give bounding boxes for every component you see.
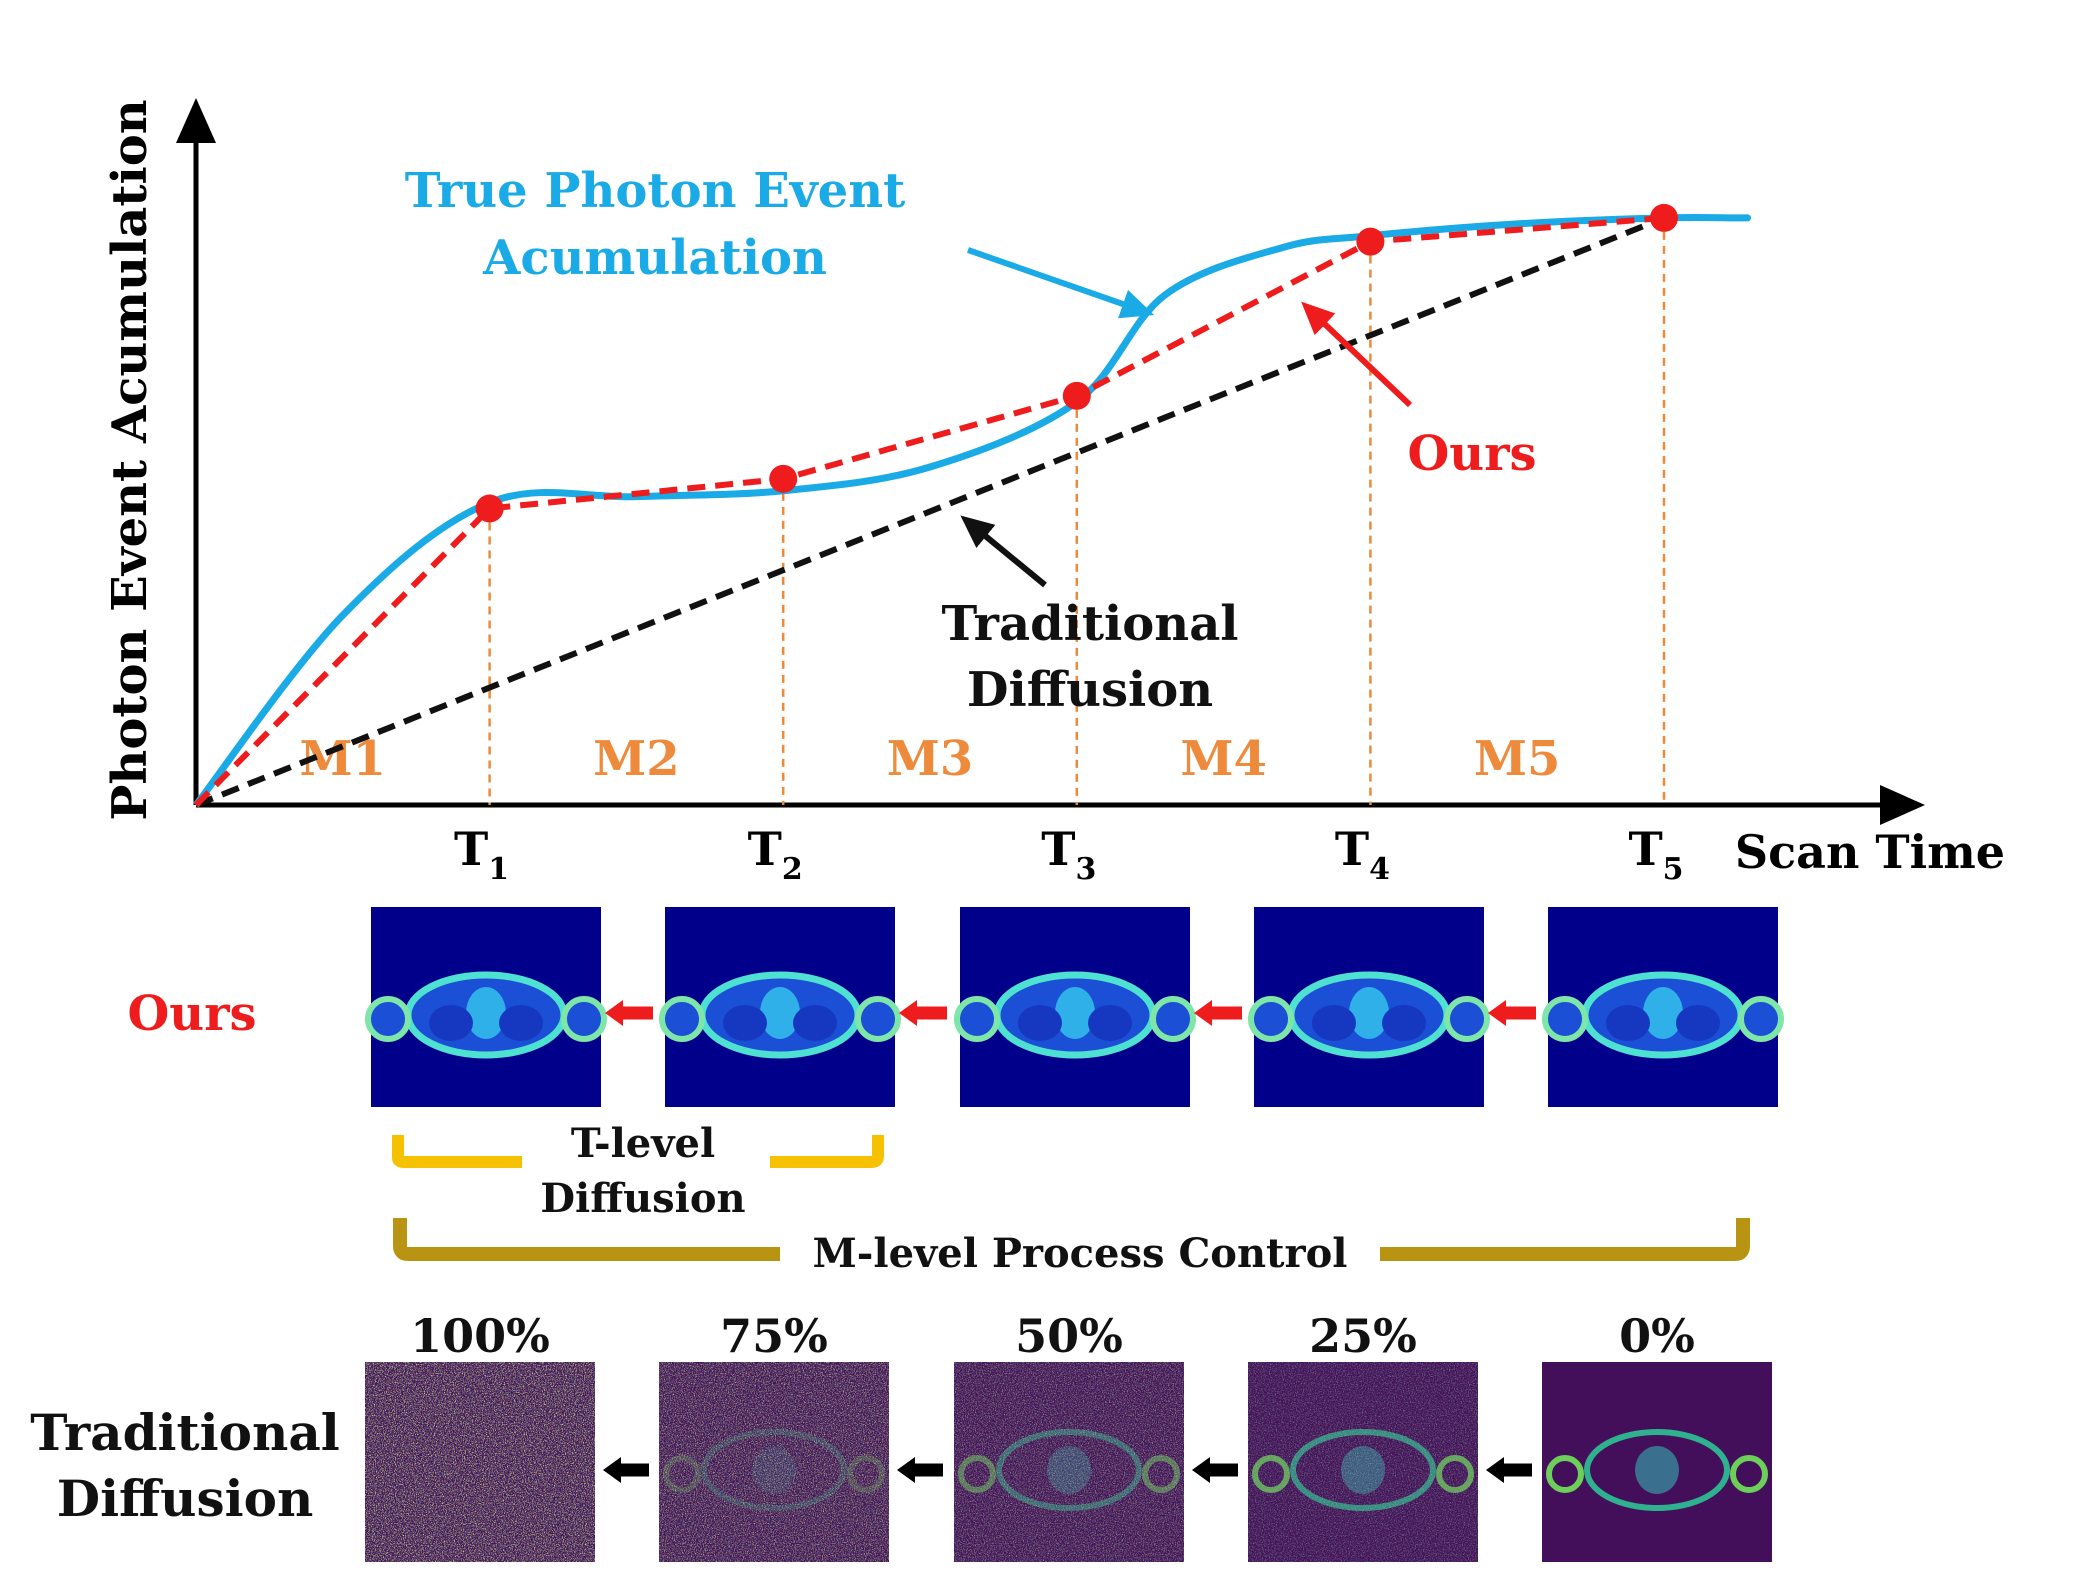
ours-image-t3: [954, 907, 1196, 1107]
ours-point-t5: [1650, 203, 1678, 232]
traditional-image-3: [954, 1362, 1184, 1562]
x-tick-label-t4: T4: [1335, 822, 1390, 887]
noise-percent-3: 50%: [1015, 1309, 1123, 1363]
x-tick-label-t3: T3: [1041, 822, 1096, 887]
phase-label-m5: M5: [1474, 731, 1561, 787]
series-traditional-diffusion: [194, 215, 1666, 808]
true-curve-pointer-arrow: [967, 247, 1155, 319]
m-level-bracket-left: [393, 1218, 780, 1261]
t-level-bracket: [392, 1135, 884, 1168]
chart-series: [193, 203, 1748, 808]
t-level-label-line1: T-level: [571, 1120, 715, 1167]
traditional-curve-label-line1: Traditional: [941, 596, 1238, 652]
traditional-image-5: [1542, 1362, 1772, 1562]
axes: [176, 98, 1925, 825]
noise-percent-4: 25%: [1309, 1309, 1417, 1363]
traditional-image-2: [659, 1362, 889, 1562]
ours-image-t5: [1542, 907, 1784, 1107]
ours-pointer-arrow: [1301, 301, 1413, 408]
t-level-label-line2: Diffusion: [540, 1175, 745, 1222]
ours-row-label: Ours: [127, 986, 256, 1042]
true-curve-label-line1: True Photon Event: [405, 163, 906, 219]
ours-point-t1: [475, 494, 504, 523]
ours-curve-label: Ours: [1407, 426, 1536, 482]
x-tick-label-t1: T1: [454, 822, 509, 887]
phase-label-m2: M2: [593, 731, 680, 787]
annotation-traditional: Traditional Diffusion: [941, 515, 1239, 718]
traditional-image-4: [1248, 1362, 1478, 1562]
traditional-image-1: [365, 1362, 595, 1562]
y-axis-label: Photon Event Acumulation: [102, 99, 158, 820]
ours-image-t1: [365, 907, 607, 1107]
t-level-bracket-right: [770, 1135, 884, 1168]
ours-image-row: [365, 907, 1784, 1107]
noise-percent-labels: 100% 75% 50% 25% 0%: [410, 1309, 1695, 1363]
phase-labels: M1 M2 M3 M4 M5: [300, 731, 1561, 787]
ours-image-t4: [1248, 907, 1490, 1107]
t-level-bracket-left: [392, 1135, 522, 1168]
phase-label-m3: M3: [887, 731, 974, 787]
traditional-curve-label-line2: Diffusion: [967, 662, 1213, 718]
traditional-pointer-arrow: [960, 515, 1047, 588]
traditional-image-row: [365, 1362, 1772, 1562]
x-tick-label-t5: T5: [1628, 822, 1683, 887]
m-level-bracket-right: [1380, 1218, 1750, 1261]
ours-point-t4: [1356, 227, 1385, 256]
noise-percent-1: 100%: [410, 1309, 550, 1363]
ours-point-t3: [1062, 381, 1091, 410]
m-level-bracket: [393, 1218, 1750, 1261]
noise-percent-5: 0%: [1619, 1309, 1695, 1363]
ours-image-t2: [659, 907, 901, 1107]
x-tick-labels: T1 T2 T3 T4 T5: [454, 822, 1684, 887]
m-level-label: M-level Process Control: [813, 1230, 1348, 1277]
annotation-ours: Ours: [1301, 301, 1537, 482]
x-tick-label-t2: T2: [748, 822, 803, 887]
phase-label-m4: M4: [1180, 731, 1267, 787]
true-curve-label-line2: Acumulation: [482, 230, 827, 286]
time-guide-lines: [488, 217, 1666, 805]
series-ours: [193, 214, 1665, 808]
annotation-true-curve: True Photon Event Acumulation: [405, 163, 1155, 319]
traditional-row-label-line2: Diffusion: [57, 1469, 314, 1528]
x-axis-label: Scan Time: [1735, 825, 2005, 879]
ours-point-t2: [769, 464, 798, 493]
noise-percent-2: 75%: [720, 1309, 828, 1363]
traditional-row-label-line1: Traditional: [30, 1403, 339, 1462]
